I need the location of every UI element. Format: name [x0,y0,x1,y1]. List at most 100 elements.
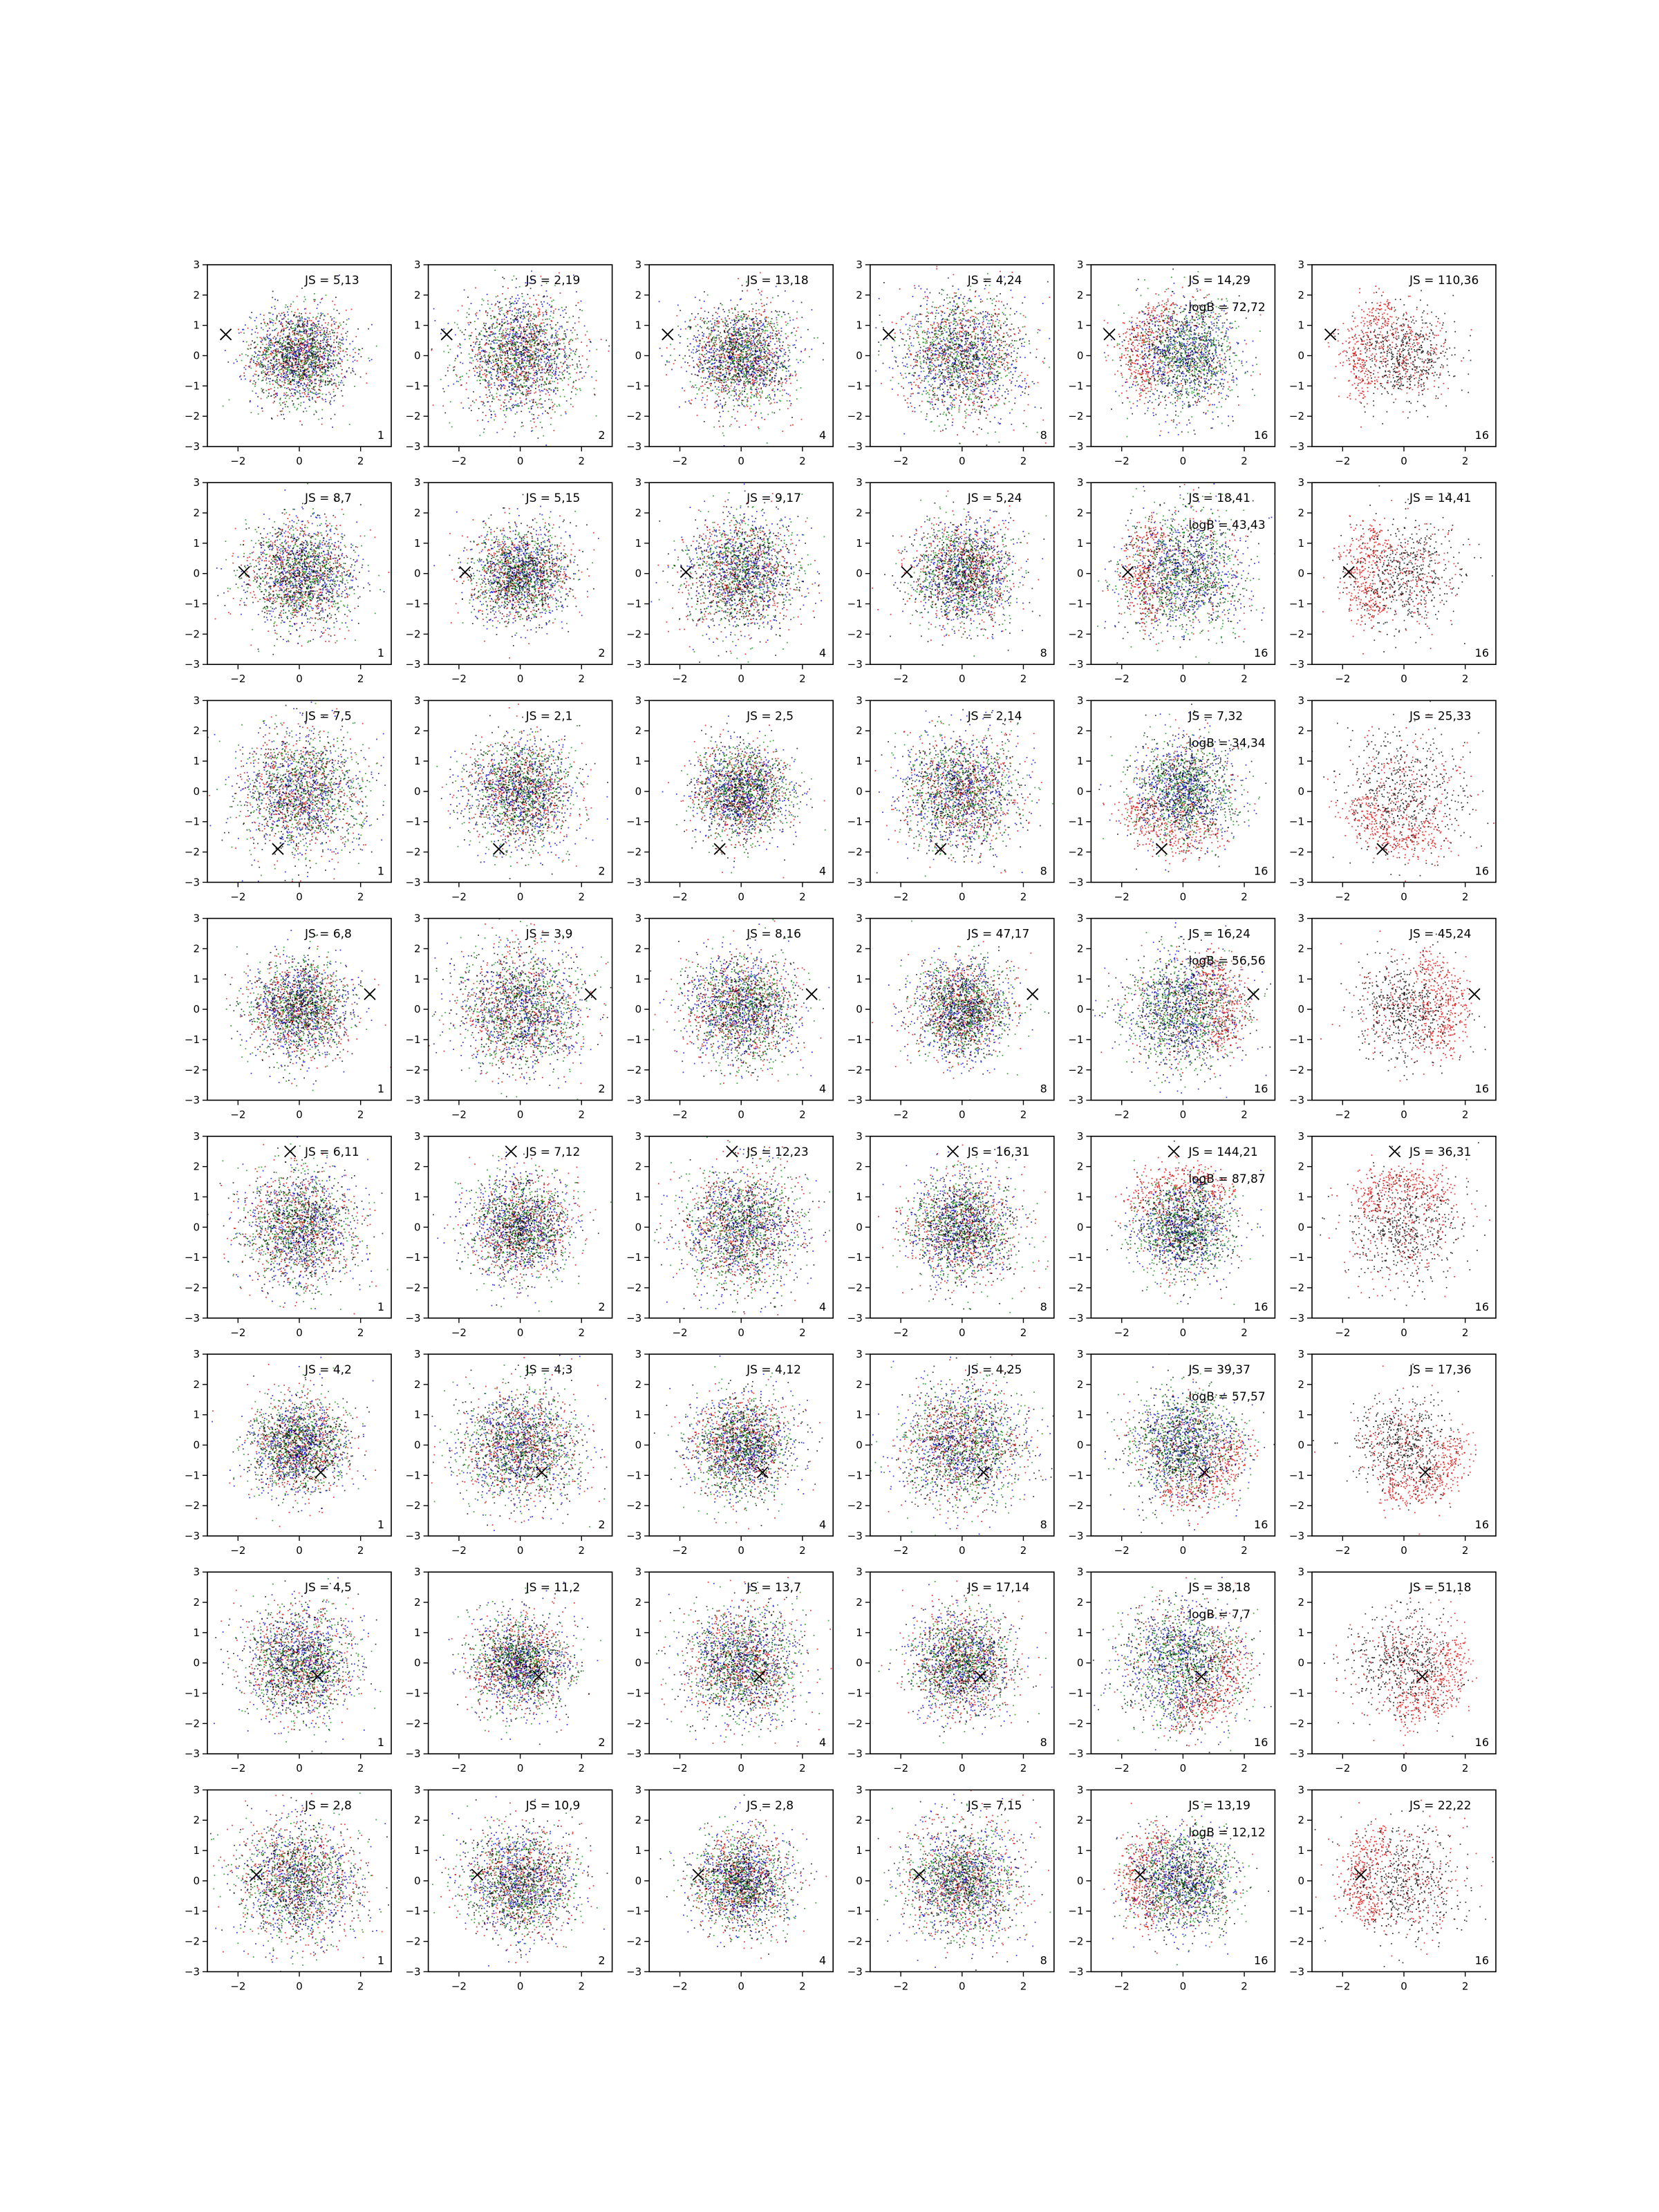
scatter-point [508,401,509,402]
scatter-point [734,386,735,388]
scatter-point [539,325,541,326]
scatter-point [601,339,602,340]
scatter-point [487,300,489,301]
scatter-point [510,298,512,299]
scatter-point [751,392,752,393]
scatter-point [504,402,505,404]
scatter-point [560,315,561,316]
scatter-point [290,390,291,391]
scatter-point [330,346,332,348]
scatter-point [449,422,451,424]
scatter-point [283,379,285,381]
scatter-point [509,389,510,391]
scatter-point [305,333,306,335]
scatter-point [756,391,758,392]
scatter-point [770,338,771,339]
scatter-point [269,346,270,348]
scatter-point [710,333,711,335]
scatter-point [489,340,490,341]
scatter-point [254,347,255,348]
scatter-point [523,341,525,342]
scatter-point [523,306,524,308]
scatter-point [497,301,498,302]
scatter-point [516,364,518,366]
scatter-point [264,321,265,323]
scatter-point [301,367,302,368]
scatter-point [753,374,755,375]
scatter-point [314,389,315,391]
scatter-point [276,359,277,360]
scatter-point [454,322,456,324]
scatter-point [525,333,526,335]
scatter-point [545,311,547,312]
scatter-point [268,366,269,368]
scatter-point [304,319,306,320]
scatter-point [513,388,514,390]
scatter-point [551,377,552,379]
scatter-point [567,371,568,373]
scatter-point [343,350,344,351]
scatter-point [761,366,762,368]
scatter-point [252,355,253,357]
scatter-point [722,369,724,371]
scatter-point [339,339,341,340]
scatter-point [553,350,554,351]
scatter-point [506,410,507,411]
scatter-point [312,324,313,325]
scatter-point [311,375,312,377]
scatter-point [335,321,337,323]
scatter-point [529,316,531,317]
scatter-point [538,361,539,362]
scatter-point [507,393,508,395]
scatter-point [514,372,515,373]
scatter-point [782,366,783,367]
scatter-point [338,326,339,327]
scatter-point [530,390,532,391]
scatter-point [301,377,303,379]
scatter-point [314,339,315,341]
scatter-point [800,359,801,361]
scatter-point [287,306,288,308]
scatter-point [481,350,482,352]
scatter-point [314,323,315,324]
scatter-point [286,388,288,389]
scatter-point [502,429,503,430]
scatter-point [500,350,502,351]
scatter-point [534,343,535,344]
scatter-point [533,330,534,331]
scatter-point [535,391,536,393]
scatter-point [460,376,462,377]
scatter-point [521,379,522,380]
scatter-point [538,364,539,365]
scatter-point [554,411,556,413]
scatter-point [485,362,486,364]
scatter-point [485,352,486,353]
scatter-point [756,310,757,311]
scatter-point [574,330,576,331]
scatter-point [324,359,325,360]
scatter-point [294,389,295,391]
scatter-point [304,357,306,358]
scatter-point [297,382,299,383]
scatter-point [546,356,547,357]
scatter-point [443,328,444,330]
scatter-point [488,384,489,385]
scatter-point [557,322,559,324]
scatter-point [783,362,785,364]
scatter-point [524,317,525,319]
scatter-point [269,357,270,358]
scatter-point [555,335,556,336]
scatter-point [330,336,331,337]
scatter-point [483,350,485,352]
scatter-point [757,350,758,352]
scatter-point [301,350,302,352]
scatter-point [745,346,747,348]
scatter-point [751,328,752,330]
scatter-point [302,348,303,349]
scatter-point [563,389,564,391]
scatter-point [531,334,532,335]
scatter-point [321,380,322,382]
scatter-point [566,321,568,323]
scatter-point [765,379,767,381]
scatter-point [462,407,464,409]
